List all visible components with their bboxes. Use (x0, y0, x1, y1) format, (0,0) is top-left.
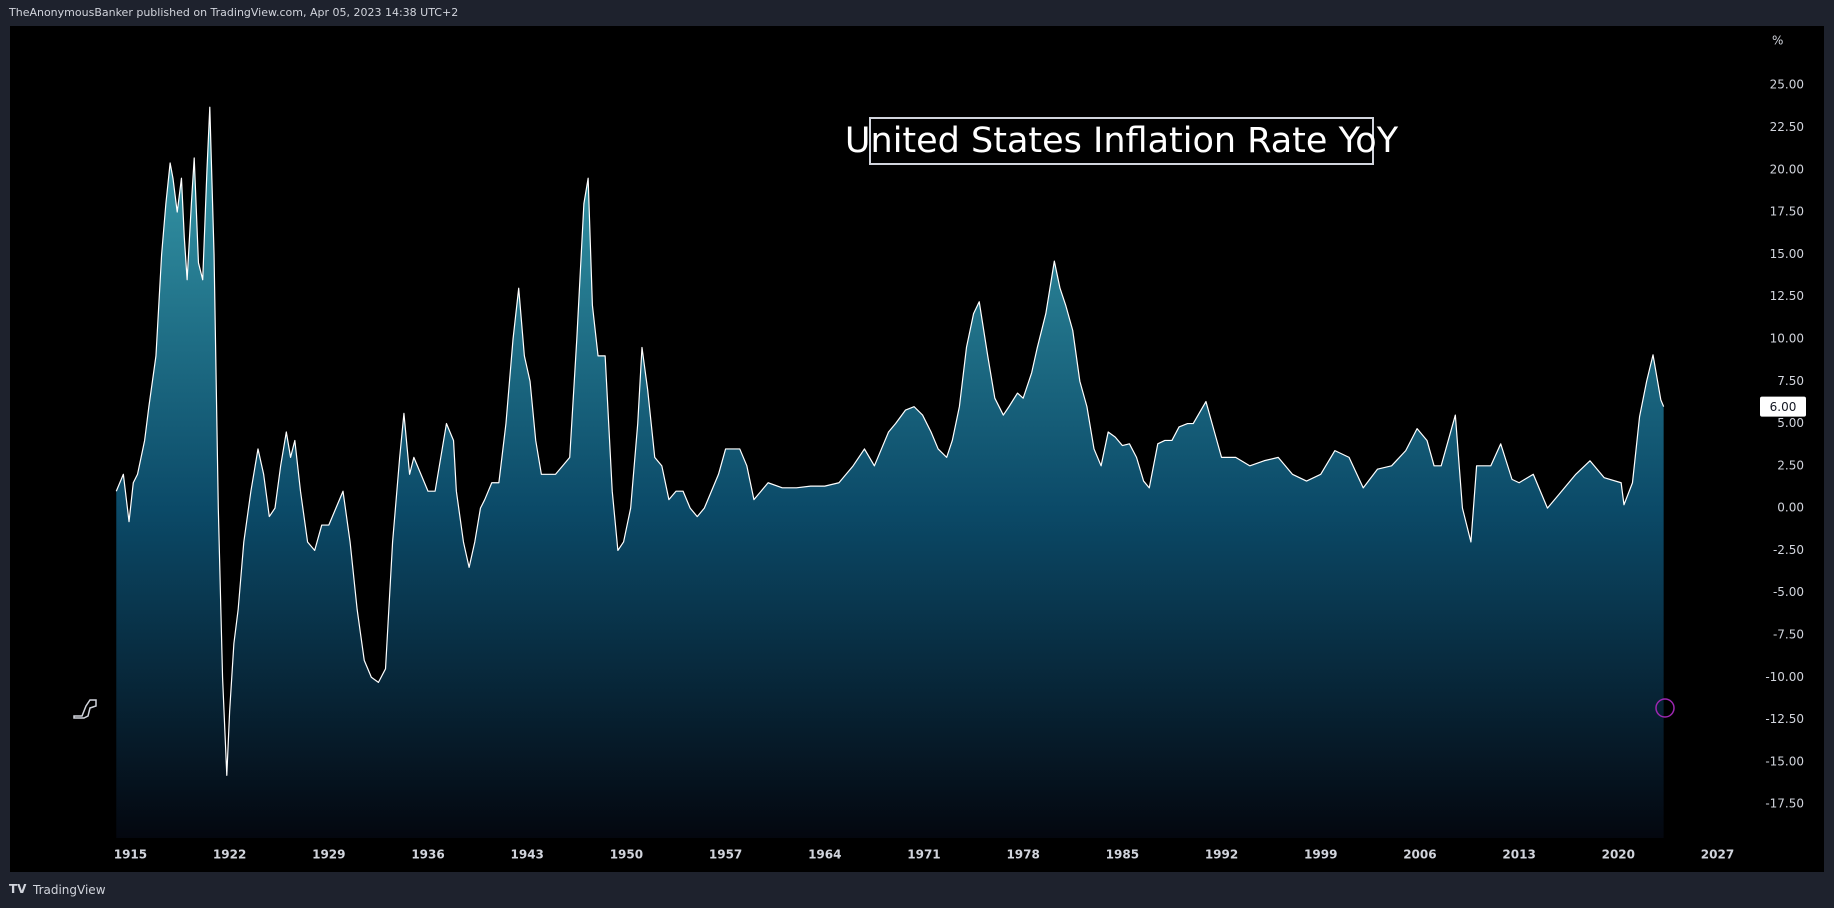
x-tick-label: 1943 (511, 848, 544, 862)
x-tick-label: 2013 (1502, 848, 1535, 862)
x-tick-label: 1957 (709, 848, 742, 862)
y-tick-label: -17.50 (1765, 797, 1804, 811)
y-tick-label: 15.00 (1770, 247, 1804, 261)
chart-title: United States Inflation Rate YoY (845, 121, 1399, 161)
y-tick-label: 12.50 (1770, 289, 1804, 303)
x-tick-label: 2006 (1403, 848, 1436, 862)
y-tick-label: 25.00 (1770, 78, 1804, 92)
y-tick-label: 7.50 (1777, 374, 1804, 388)
y-tick-label: 22.50 (1770, 120, 1804, 134)
y-unit: % (1772, 34, 1783, 48)
y-tick-label: 20.00 (1770, 162, 1804, 176)
footer-text: TradingView (33, 883, 106, 897)
x-tick-label: 1915 (114, 848, 147, 862)
header-text: TheAnonymousBanker published on TradingV… (9, 6, 459, 19)
chart: 25.00 22.50 20.00 17.50 15.00 12.50 10.00 7.50 5… (10, 26, 1824, 872)
x-tick-label: 1971 (907, 848, 940, 862)
y-tick-label: -7.50 (1773, 628, 1804, 642)
dino-icon (73, 699, 97, 719)
x-tick-label: 1964 (808, 848, 841, 862)
y-tick-label: 17.50 (1770, 205, 1804, 219)
x-tick-label: 1922 (213, 848, 246, 862)
y-tick-label: -10.00 (1765, 670, 1804, 684)
x-tick-label: 1978 (1006, 848, 1039, 862)
x-tick-label: 1936 (411, 848, 444, 862)
y-tick-label: 5.00 (1777, 416, 1804, 430)
footer-logo: TV (9, 882, 27, 896)
y-tick-label: 2.50 (1777, 458, 1804, 472)
y-tick-label: 10.00 (1770, 331, 1804, 345)
line (115, 106, 1665, 777)
header-bar: TheAnonymousBanker published on TradingV… (0, 0, 1834, 26)
area-fill (116, 107, 1664, 838)
y-tick-label: -12.50 (1765, 712, 1804, 726)
x-tick-label: 2020 (1602, 848, 1635, 862)
y-tick-label: -15.00 (1765, 754, 1804, 768)
footer-bar: TV TradingView (0, 872, 1834, 908)
x-tick-label: 1985 (1106, 848, 1139, 862)
y-tick-label: 0.00 (1777, 501, 1804, 515)
x-tick-label: 1999 (1304, 848, 1337, 862)
x-tick-label: 2027 (1701, 848, 1734, 862)
replay-icon (1655, 698, 1675, 718)
title-box (869, 117, 1374, 165)
x-tick-label: 1950 (610, 848, 643, 862)
y-tick-label: -2.50 (1773, 543, 1804, 557)
last-value-box (1760, 396, 1806, 417)
x-tick-label: 1992 (1205, 848, 1238, 862)
x-tick-label: 1929 (312, 848, 345, 862)
last-value-label: 6.00 (1770, 400, 1797, 414)
y-tick-label: -5.00 (1773, 585, 1804, 599)
